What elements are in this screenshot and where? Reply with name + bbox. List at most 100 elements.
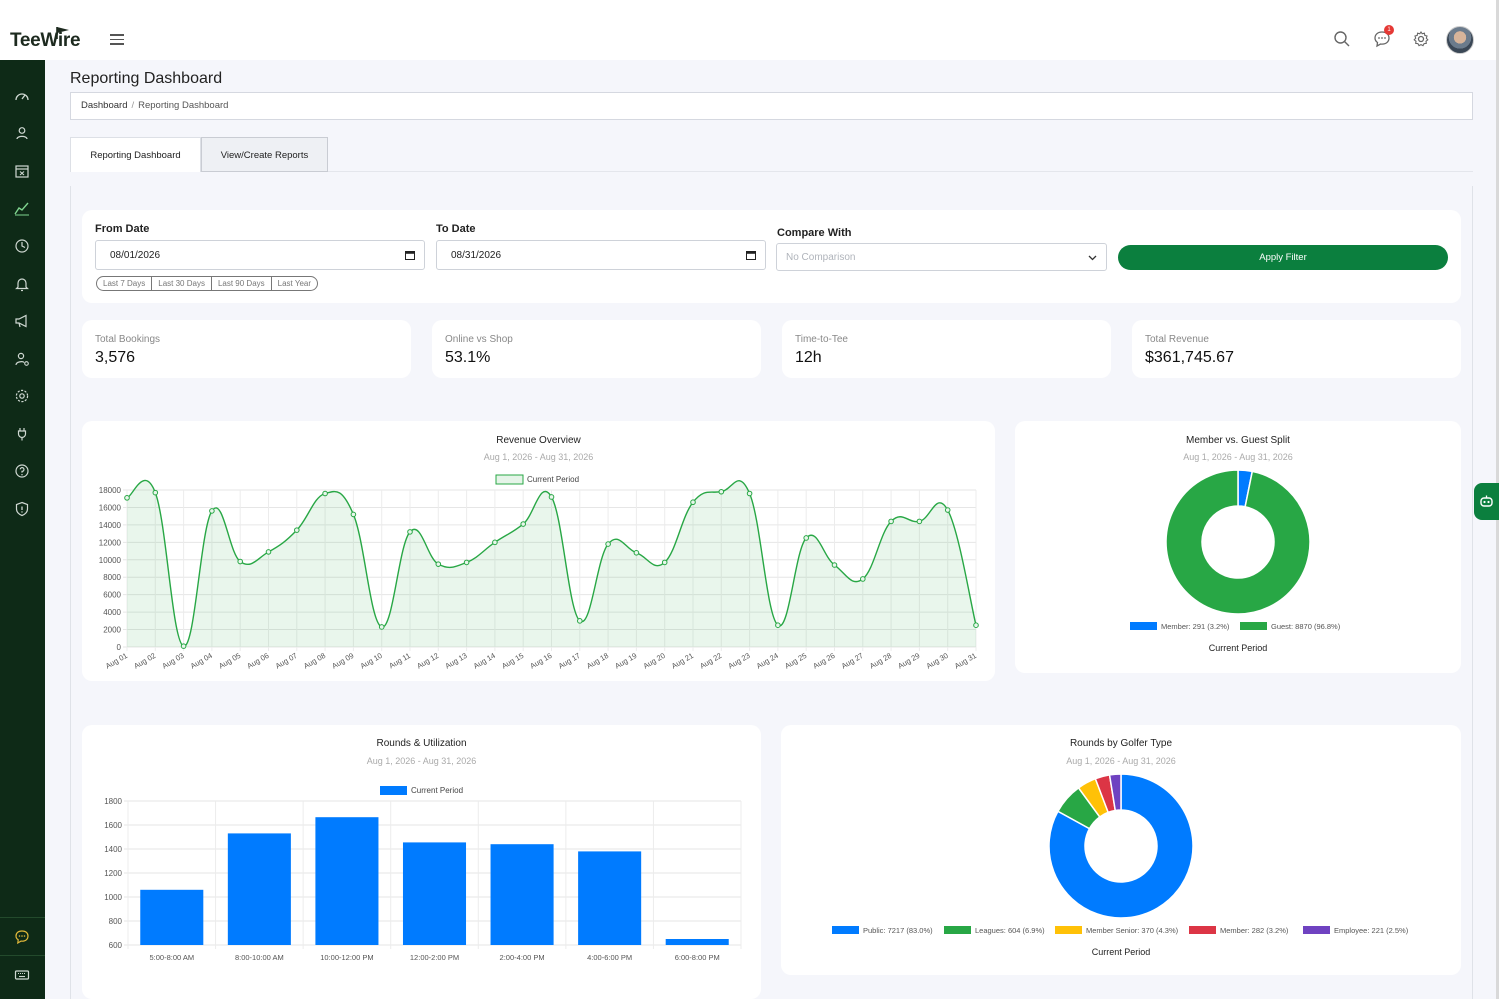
calendar-icon[interactable] [14,163,30,179]
quick-range-30-days[interactable]: Last 30 Days [152,277,212,290]
legend-label: Member: 291 (3.2%) [1161,622,1230,631]
donut-slice [1165,469,1311,615]
calendar-picker-icon[interactable] [405,250,415,260]
legend-swatch [1189,926,1216,934]
page-title: Reporting Dashboard [70,70,223,87]
data-point [746,490,753,497]
x-tick-label: 6:00-8:00 PM [675,953,720,962]
search-icon[interactable] [1333,30,1351,48]
legend-label: Member: 282 (3.2%) [1220,926,1289,935]
quick-range-90-days[interactable]: Last 90 Days [212,277,272,290]
help-icon[interactable] [14,463,30,479]
bell-icon[interactable] [14,276,30,292]
data-point [605,541,611,547]
x-tick-label: Aug 19 [613,651,638,671]
data-point [237,558,243,565]
support-chat-icon[interactable] [14,929,30,945]
x-tick-label: Aug 02 [132,651,157,671]
y-tick-label: 2000 [103,626,121,635]
dashboard-gauge-icon[interactable] [14,88,30,104]
x-tick-label: Aug 27 [840,651,865,671]
compare-with-select[interactable]: No Comparison [776,243,1107,271]
stat-value: 3,576 [95,349,136,366]
chart-caption: Current Period [1208,643,1268,653]
quick-range-7-days[interactable]: Last 7 Days [97,277,153,290]
tab-divider [328,171,1473,172]
x-tick-label: Aug 08 [302,651,327,671]
legend-swatch [380,786,407,795]
data-point [378,624,385,630]
x-tick-label: 4:00-6:00 PM [587,953,632,962]
calendar-picker-icon[interactable] [746,250,756,260]
member-guest-card [1015,421,1461,673]
legend-swatch [832,926,859,934]
data-point [209,508,215,514]
breadcrumb-separator: / [131,100,135,111]
x-tick-label: 12:00-2:00 PM [410,953,459,962]
y-tick-label: 1600 [104,821,122,830]
menu-toggle-icon[interactable] [110,34,124,46]
x-tick-label: Aug 21 [670,651,695,671]
data-point [944,507,951,513]
plug-icon[interactable] [14,426,30,442]
compare-with-placeholder: No Comparison [786,252,856,263]
data-point [661,559,668,566]
chat-icon[interactable] [1373,30,1391,48]
stat-card-online-vs-shop: Online vs Shop 53.1% [432,320,761,378]
x-tick-label: Aug 24 [755,651,780,671]
x-tick-label: Aug 31 [953,651,978,671]
data-point [463,559,470,566]
legend-label: Current Period [527,475,579,484]
megaphone-icon[interactable] [14,313,30,329]
tab-view-create-reports[interactable]: View/Create Reports [201,137,328,172]
revenue-line-chart: 0 2000 4000 6000 8000 10000 12000 14000 16000 180… [99,474,979,671]
tab-reporting-dashboard[interactable]: Reporting Dashboard [70,137,201,172]
user-icon[interactable] [14,125,30,141]
x-tick-label: 2:00-4:00 PM [500,953,545,962]
y-tick-label: 0 [117,643,122,652]
gear-icon[interactable] [1412,30,1430,48]
quick-range-group: Last 7 Days Last 30 Days Last 90 Days La… [96,276,319,291]
breadcrumb: Dashboard / Reporting Dashboard [70,92,1473,120]
reports-chart-icon[interactable] [14,200,30,216]
legend-label: Guest: 8870 (96.8%) [1271,622,1341,631]
robot-icon [1480,495,1493,507]
chart-title: Member vs. Guest Split [1186,435,1290,446]
to-date-input[interactable]: 08/31/2026 [436,240,766,270]
breadcrumb-link-dashboard[interactable]: Dashboard [81,100,128,111]
x-tick-label: Aug 28 [868,651,893,671]
app-logo[interactable]: TeeWire [10,30,81,51]
stat-card-time-to-tee: Time-to-Tee 12h [782,320,1111,378]
y-tick-label: 600 [109,941,123,950]
user-settings-icon[interactable] [14,351,30,367]
y-tick-label: 10000 [99,556,122,565]
data-point [718,488,725,495]
data-point [407,529,413,535]
quick-range-last-year[interactable]: Last Year [277,279,312,288]
shield-icon[interactable] [14,501,30,517]
notification-badge: 1 [1384,25,1394,35]
y-tick-label: 16000 [99,503,122,512]
x-tick-label: Aug 01 [104,651,129,671]
from-date-input[interactable]: 08/01/2026 [95,240,425,270]
flag-icon [56,27,69,39]
data-point [548,494,555,500]
keyboard-icon[interactable] [14,967,30,983]
bar [490,844,554,945]
compare-with-label: Compare With [777,227,852,239]
data-point [152,489,159,496]
x-tick-label: Aug 17 [557,651,582,671]
x-tick-label: Aug 06 [245,651,270,671]
data-point [888,518,894,525]
to-date-value: 08/31/2026 [451,250,502,261]
stat-value: 53.1% [445,349,491,366]
user-avatar[interactable] [1446,26,1474,54]
legend-label: Leagues: 604 (6.9%) [975,926,1045,935]
settings-gear-icon[interactable] [14,388,30,404]
bar [140,889,204,945]
x-tick-label: Aug 13 [444,651,469,671]
assistant-tab[interactable] [1474,483,1499,520]
apply-filter-button[interactable]: Apply Filter [1118,245,1448,270]
clock-icon[interactable] [14,238,30,254]
x-tick-label: Aug 12 [415,651,440,671]
